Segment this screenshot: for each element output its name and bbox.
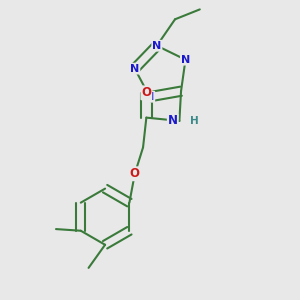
Text: H: H — [190, 116, 199, 126]
Text: N: N — [152, 41, 161, 51]
Text: O: O — [141, 86, 152, 99]
Text: O: O — [130, 167, 140, 180]
Text: N: N — [168, 114, 178, 128]
Text: N: N — [145, 92, 154, 102]
Text: N: N — [130, 64, 140, 74]
Text: N: N — [181, 55, 190, 65]
